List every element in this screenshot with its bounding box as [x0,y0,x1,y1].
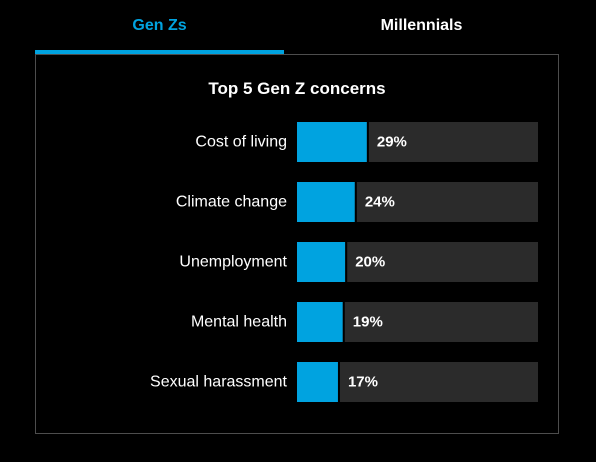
value-label: 24% [365,194,395,211]
bar [297,122,367,162]
bar-divider [342,302,345,342]
category-label: Mental health [191,314,287,331]
value-label: 20% [355,254,385,271]
bar-row: Mental health 19% [191,302,538,342]
chart-title: Top 5 Gen Z concerns [208,79,386,98]
bar-row: Unemployment 20% [179,242,538,282]
bar-divider [337,362,340,402]
bar-divider [345,242,348,282]
bar-row: Sexual harassment 17% [150,362,538,402]
bar [297,302,343,342]
bar-row: Climate change 24% [176,182,538,222]
value-label: 19% [353,314,383,331]
bar-chart: Cost of living 29% Climate change 24% Unempl… [150,122,538,402]
bar-divider [354,182,357,222]
bar [297,362,338,402]
bar-divider [366,122,369,162]
value-label: 17% [348,374,378,391]
category-label: Climate change [176,194,287,211]
category-label: Unemployment [179,254,287,271]
bar-row: Cost of living 29% [195,122,538,162]
tab-bar: Gen Zs Millennials [35,0,559,54]
bar [297,242,346,282]
category-label: Sexual harassment [150,374,288,391]
bar [297,182,355,222]
value-label: 29% [377,134,407,151]
tab-gen-zs[interactable]: Gen Zs [35,0,284,54]
tab-millennials[interactable]: Millennials [380,16,463,34]
chart-panel: Top 5 Gen Z concerns Cost of living 29% Cl… [35,54,559,434]
category-label: Cost of living [195,134,287,151]
